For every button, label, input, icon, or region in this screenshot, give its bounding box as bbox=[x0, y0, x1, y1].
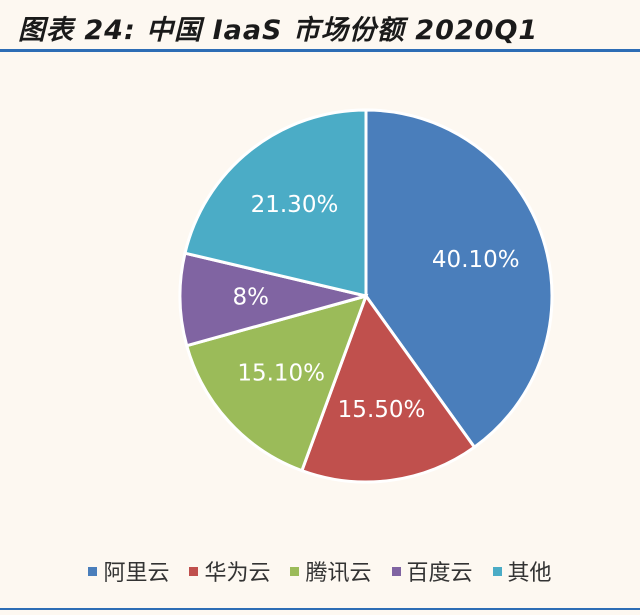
legend-item-2: 腾讯云 bbox=[290, 555, 372, 587]
legend-label-2: 腾讯云 bbox=[305, 561, 372, 586]
slice-label-2: 15.10% bbox=[237, 361, 325, 387]
legend-item-0: 阿里云 bbox=[88, 555, 169, 587]
legend-item-1: 华为云 bbox=[189, 555, 270, 587]
slice-label-4: 21.30% bbox=[251, 192, 339, 218]
legend-label-4: 其他 bbox=[507, 561, 552, 586]
legend-swatch-2 bbox=[290, 566, 300, 576]
top-divider bbox=[0, 49, 640, 52]
slice-label-1: 15.50% bbox=[338, 397, 426, 423]
legend-label-0: 阿里云 bbox=[103, 561, 170, 586]
legend-item-4: 其他 bbox=[492, 555, 552, 587]
legend-label-3: 百度云 bbox=[406, 561, 473, 586]
legend-swatch-3 bbox=[391, 566, 401, 576]
legend-swatch-4 bbox=[492, 566, 502, 576]
chart-legend: 阿里云 华为云 腾讯云 百度云 其他 bbox=[0, 556, 640, 586]
pie-slice-0 bbox=[364, 108, 554, 450]
slice-label-3: 8% bbox=[232, 285, 269, 311]
pie-slice-4 bbox=[183, 108, 368, 298]
legend-item-3: 百度云 bbox=[391, 555, 473, 587]
legend-swatch-1 bbox=[189, 566, 199, 576]
chart-title: 图表 24: 中国 IaaS 市场份额 2020Q1 bbox=[18, 15, 539, 46]
pie-slice-1 bbox=[299, 292, 477, 484]
legend-label-1: 华为云 bbox=[204, 561, 271, 586]
legend-swatch-0 bbox=[88, 566, 98, 576]
pie-slice-3 bbox=[178, 251, 367, 348]
bottom-divider bbox=[0, 608, 640, 610]
pie-slice-2 bbox=[184, 293, 369, 473]
slice-label-0: 40.10% bbox=[432, 247, 520, 273]
